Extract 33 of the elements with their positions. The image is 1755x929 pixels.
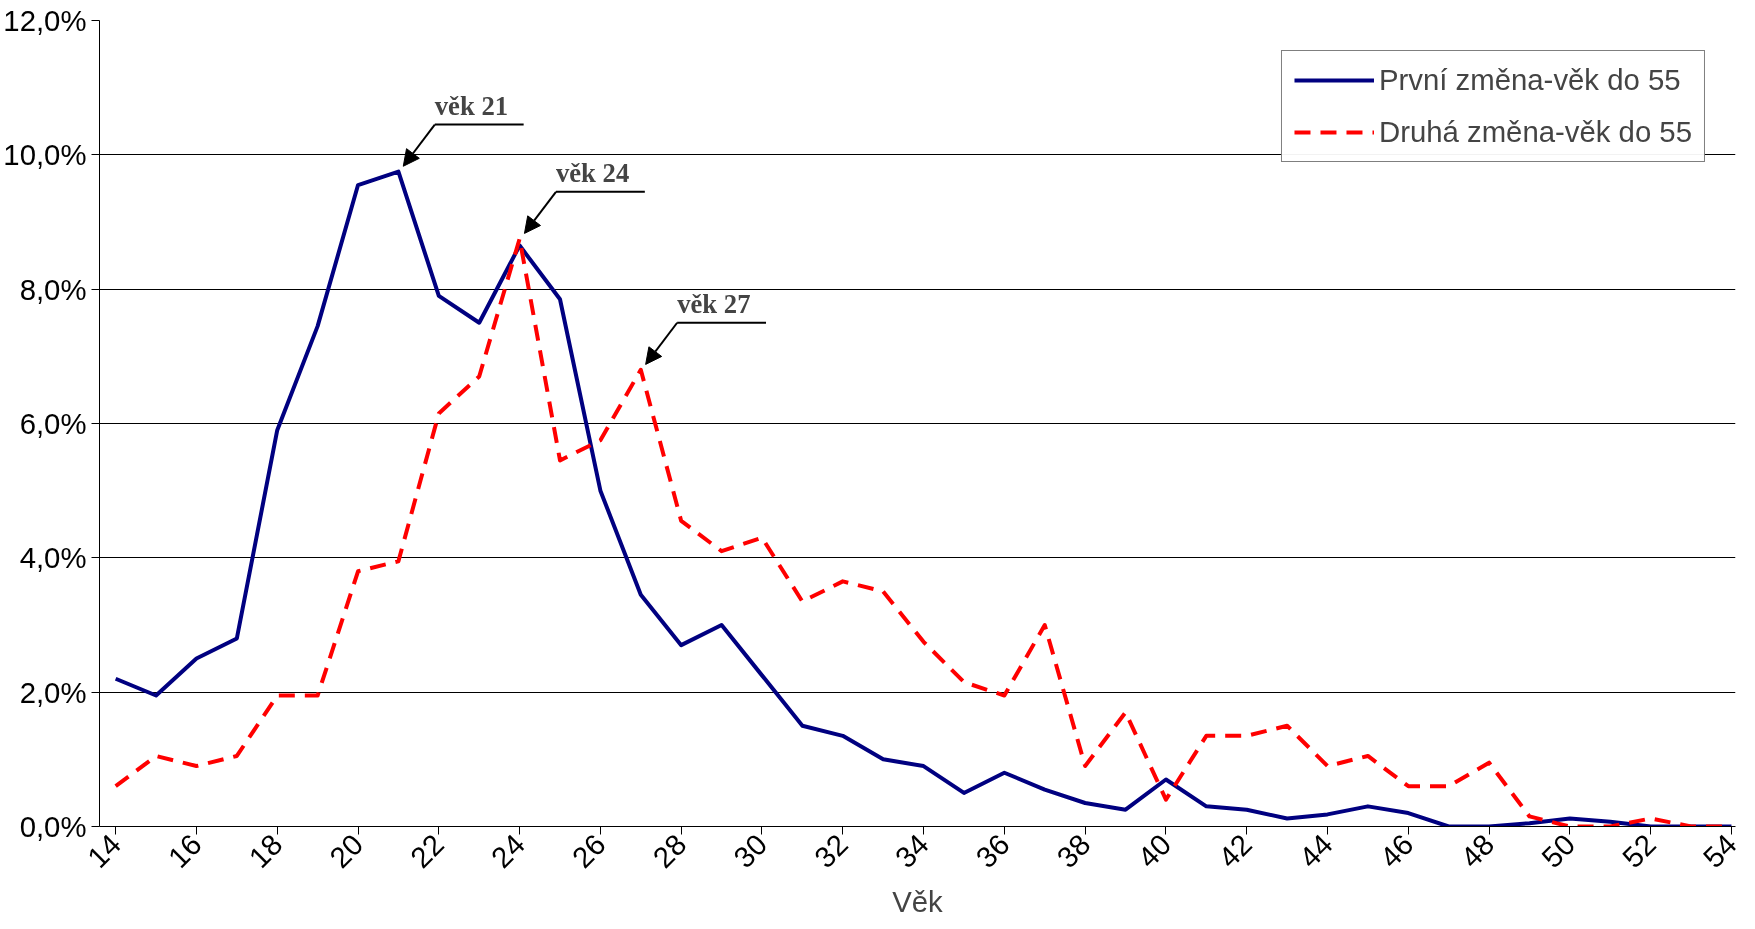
x-tick-label: 36 xyxy=(969,827,1016,874)
legend-label: Druhá změna-věk do 55 xyxy=(1378,115,1692,149)
x-tick-label: 40 xyxy=(1130,827,1178,874)
legend-label: První změna-věk do 55 xyxy=(1378,63,1681,97)
y-tick-label: 6,0% xyxy=(19,407,87,440)
x-tick-label: 22 xyxy=(403,827,451,874)
x-tick-label: 46 xyxy=(1373,827,1420,874)
x-tick-label: 30 xyxy=(726,827,774,874)
x-tick-label: 54 xyxy=(1696,827,1743,874)
x-tick-label: 48 xyxy=(1454,827,1501,874)
x-axis-title: Věk xyxy=(892,884,944,918)
annotation: věk 21 xyxy=(434,91,509,122)
x-tick-label: 44 xyxy=(1292,827,1339,874)
x-tick-label: 42 xyxy=(1211,827,1259,874)
y-tick-label: 10,0% xyxy=(3,138,87,172)
x-tick-label: 34 xyxy=(888,827,935,874)
x-tick-label: 20 xyxy=(322,827,370,874)
x-tick-label: 28 xyxy=(646,827,693,874)
x-tick-label: 24 xyxy=(484,827,531,874)
x-tick-label: 32 xyxy=(807,827,855,874)
y-tick-label: 0,0% xyxy=(19,810,87,843)
y-tick-label: 8,0% xyxy=(19,272,87,306)
x-tick-label: 18 xyxy=(242,827,289,874)
x-tick-label: 50 xyxy=(1534,827,1582,874)
y-tick-label: 4,0% xyxy=(19,541,87,575)
y-tick-label: 12,0% xyxy=(3,4,87,37)
y-tick-label: 2,0% xyxy=(19,675,87,709)
x-tick-label: 16 xyxy=(161,827,208,874)
x-tick-label: 26 xyxy=(565,827,612,874)
x-tick-label: 38 xyxy=(1050,827,1097,874)
x-tick-label: 52 xyxy=(1615,827,1662,874)
annotation: věk 27 xyxy=(677,289,751,320)
annotation: věk 24 xyxy=(555,158,630,189)
